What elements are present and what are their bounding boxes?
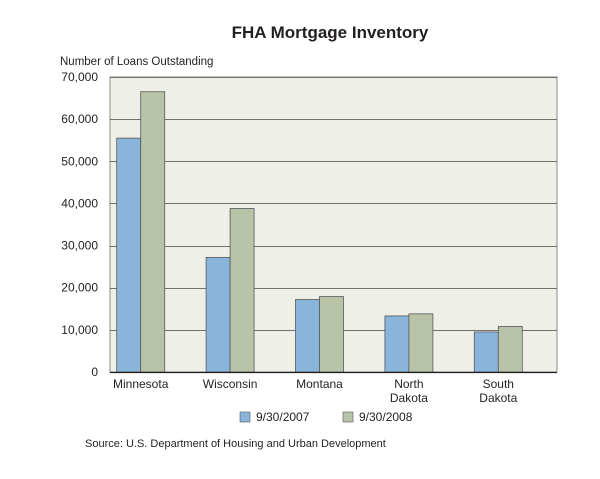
y-axis-label: Number of Loans Outstanding <box>60 56 213 68</box>
y-axis-ticks: 0 10,000 20,000 30,000 40,000 50,000 60,000 70,… <box>61 70 98 379</box>
gridlines <box>110 77 557 331</box>
bars <box>116 91 523 373</box>
legend-swatch <box>239 411 251 423</box>
y-tick-label: 0 <box>91 365 98 379</box>
x-tick-label: Minnesota <box>113 377 169 391</box>
bar <box>473 331 499 373</box>
y-tick-label: 40,000 <box>61 196 98 210</box>
bar <box>408 313 434 373</box>
y-tick-label: 70,000 <box>61 70 98 84</box>
bar <box>295 299 320 373</box>
x-tick-label: Wisconsin <box>203 377 258 391</box>
bar <box>205 256 231 373</box>
bar <box>497 326 523 373</box>
y-tick-label: 20,000 <box>61 281 98 295</box>
bar <box>140 91 166 373</box>
legend-label: 9/30/2007 <box>256 410 310 424</box>
x-tick-label: Montana <box>296 377 343 391</box>
y-tick-label: 50,000 <box>61 154 98 168</box>
legend: 9/30/2007 9/30/2008 <box>239 410 413 424</box>
x-tick-label: North Dakota <box>390 377 428 405</box>
y-tick-label: 30,000 <box>61 239 98 253</box>
y-tick-label: 60,000 <box>61 112 98 126</box>
bar <box>384 315 410 373</box>
bar <box>116 137 142 373</box>
x-tick-label: South Dakota <box>479 377 517 405</box>
legend-label: 9/30/2008 <box>359 410 413 424</box>
chart-title: FHA Mortgage Inventory <box>232 23 429 42</box>
y-tick-label: 10,000 <box>61 323 98 337</box>
bar <box>319 296 344 373</box>
x-axis-ticks: Minnesota Wisconsin Montana North Dakota Sout… <box>113 377 518 405</box>
source-note: Source: U.S. Department of Housing and U… <box>85 438 386 450</box>
bar <box>229 208 255 373</box>
legend-swatch <box>342 411 354 423</box>
